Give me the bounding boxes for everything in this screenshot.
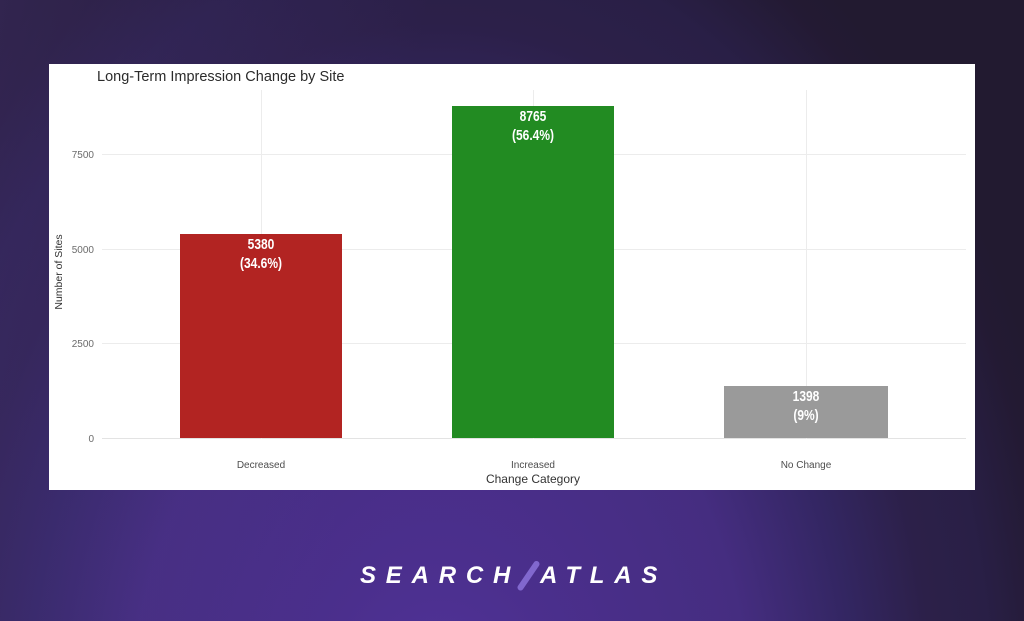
svg-text:ATLAS: ATLAS [539, 562, 667, 589]
svg-text:SEARCH: SEARCH [360, 562, 520, 589]
